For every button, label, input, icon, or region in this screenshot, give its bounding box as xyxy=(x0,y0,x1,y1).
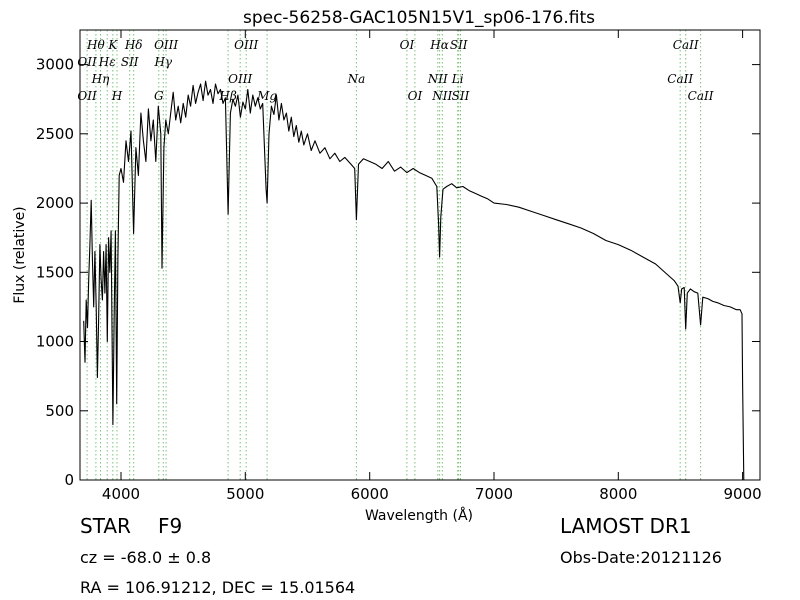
line-label-11: G xyxy=(154,89,164,103)
line-label-24: SII xyxy=(452,89,470,103)
x-tick-label-4: 8000 xyxy=(599,485,637,503)
survey-name: LAMOST DR1 xyxy=(560,514,692,538)
spectrum-layer xyxy=(83,80,745,481)
line-label-18: OI xyxy=(408,89,423,103)
line-label-4: K xyxy=(107,38,118,52)
line-label-27: CaII xyxy=(688,89,714,103)
line-label-6: SII xyxy=(121,55,139,69)
observation-date: Obs-Date:20121126 xyxy=(560,548,722,567)
line-label-26: CaII xyxy=(667,72,693,86)
line-label-17: OI xyxy=(400,38,415,52)
line-label-8: Hδ xyxy=(124,38,143,52)
line-label-7: H xyxy=(111,89,123,103)
line-label-12: OIII xyxy=(234,38,258,52)
spectral-line-markers xyxy=(86,30,702,480)
x-tick-label-0: 4000 xyxy=(102,485,140,503)
line-label-16: Na xyxy=(347,72,366,86)
line-label-1: OII xyxy=(77,55,97,69)
x-tick-label-2: 6000 xyxy=(351,485,389,503)
y-tick-label-4: 2000 xyxy=(36,194,74,212)
line-label-5: Hε xyxy=(98,55,116,69)
x-tick-label-1: 5000 xyxy=(226,485,264,503)
plot-frame xyxy=(79,29,761,481)
line-label-25: CaII xyxy=(673,38,699,52)
y-tick-label-5: 2500 xyxy=(36,125,74,143)
redshift-value: cz = -68.0 ± 0.8 xyxy=(80,548,212,567)
spectral-line-labels: Hθ OII Hη OII K Hε SII H Hδ OIII Hγ G OIII OIII Hβ Mg Na… xyxy=(77,38,713,103)
line-label-9: OIII xyxy=(154,38,178,52)
y-tick-label-3: 1500 xyxy=(36,263,74,281)
line-label-15: Mg xyxy=(256,89,277,103)
x-tick-label-5: 9000 xyxy=(724,485,762,503)
line-label-3: OII xyxy=(77,89,97,103)
x-axis: 4000 5000 6000 7000 8000 9000 xyxy=(102,30,762,503)
coordinates: RA = 106.91212, DEC = 15.01564 xyxy=(80,578,356,597)
y-tick-label-1: 500 xyxy=(45,402,74,420)
line-label-23: NII xyxy=(431,89,452,103)
object-subclass: F9 xyxy=(158,514,183,538)
x-tick-label-3: 7000 xyxy=(475,485,513,503)
line-label-14: Hβ xyxy=(218,89,236,103)
line-label-0: Hθ xyxy=(86,38,105,52)
x-axis-label: Wavelength (Å) xyxy=(365,507,473,524)
spectrum-line xyxy=(83,80,745,481)
y-axis: 0 500 1000 1500 2000 2500 3000 xyxy=(36,56,760,489)
object-class: STAR xyxy=(80,514,131,538)
chart-title: spec-56258-GAC105N15V1_sp06-176.fits xyxy=(243,8,595,28)
line-label-22: Li xyxy=(451,72,464,86)
line-label-21: NII xyxy=(427,72,448,86)
y-tick-label-0: 0 xyxy=(64,471,74,489)
line-label-10: Hγ xyxy=(153,55,172,69)
line-label-19: Hα xyxy=(429,38,449,52)
y-tick-label-2: 1000 xyxy=(36,333,74,351)
y-tick-label-6: 3000 xyxy=(36,56,74,74)
line-label-20: SII xyxy=(450,38,468,52)
line-label-2: Hη xyxy=(91,72,110,86)
line-label-13: OIII xyxy=(228,72,252,86)
y-axis-label: Flux (relative) xyxy=(12,206,28,303)
